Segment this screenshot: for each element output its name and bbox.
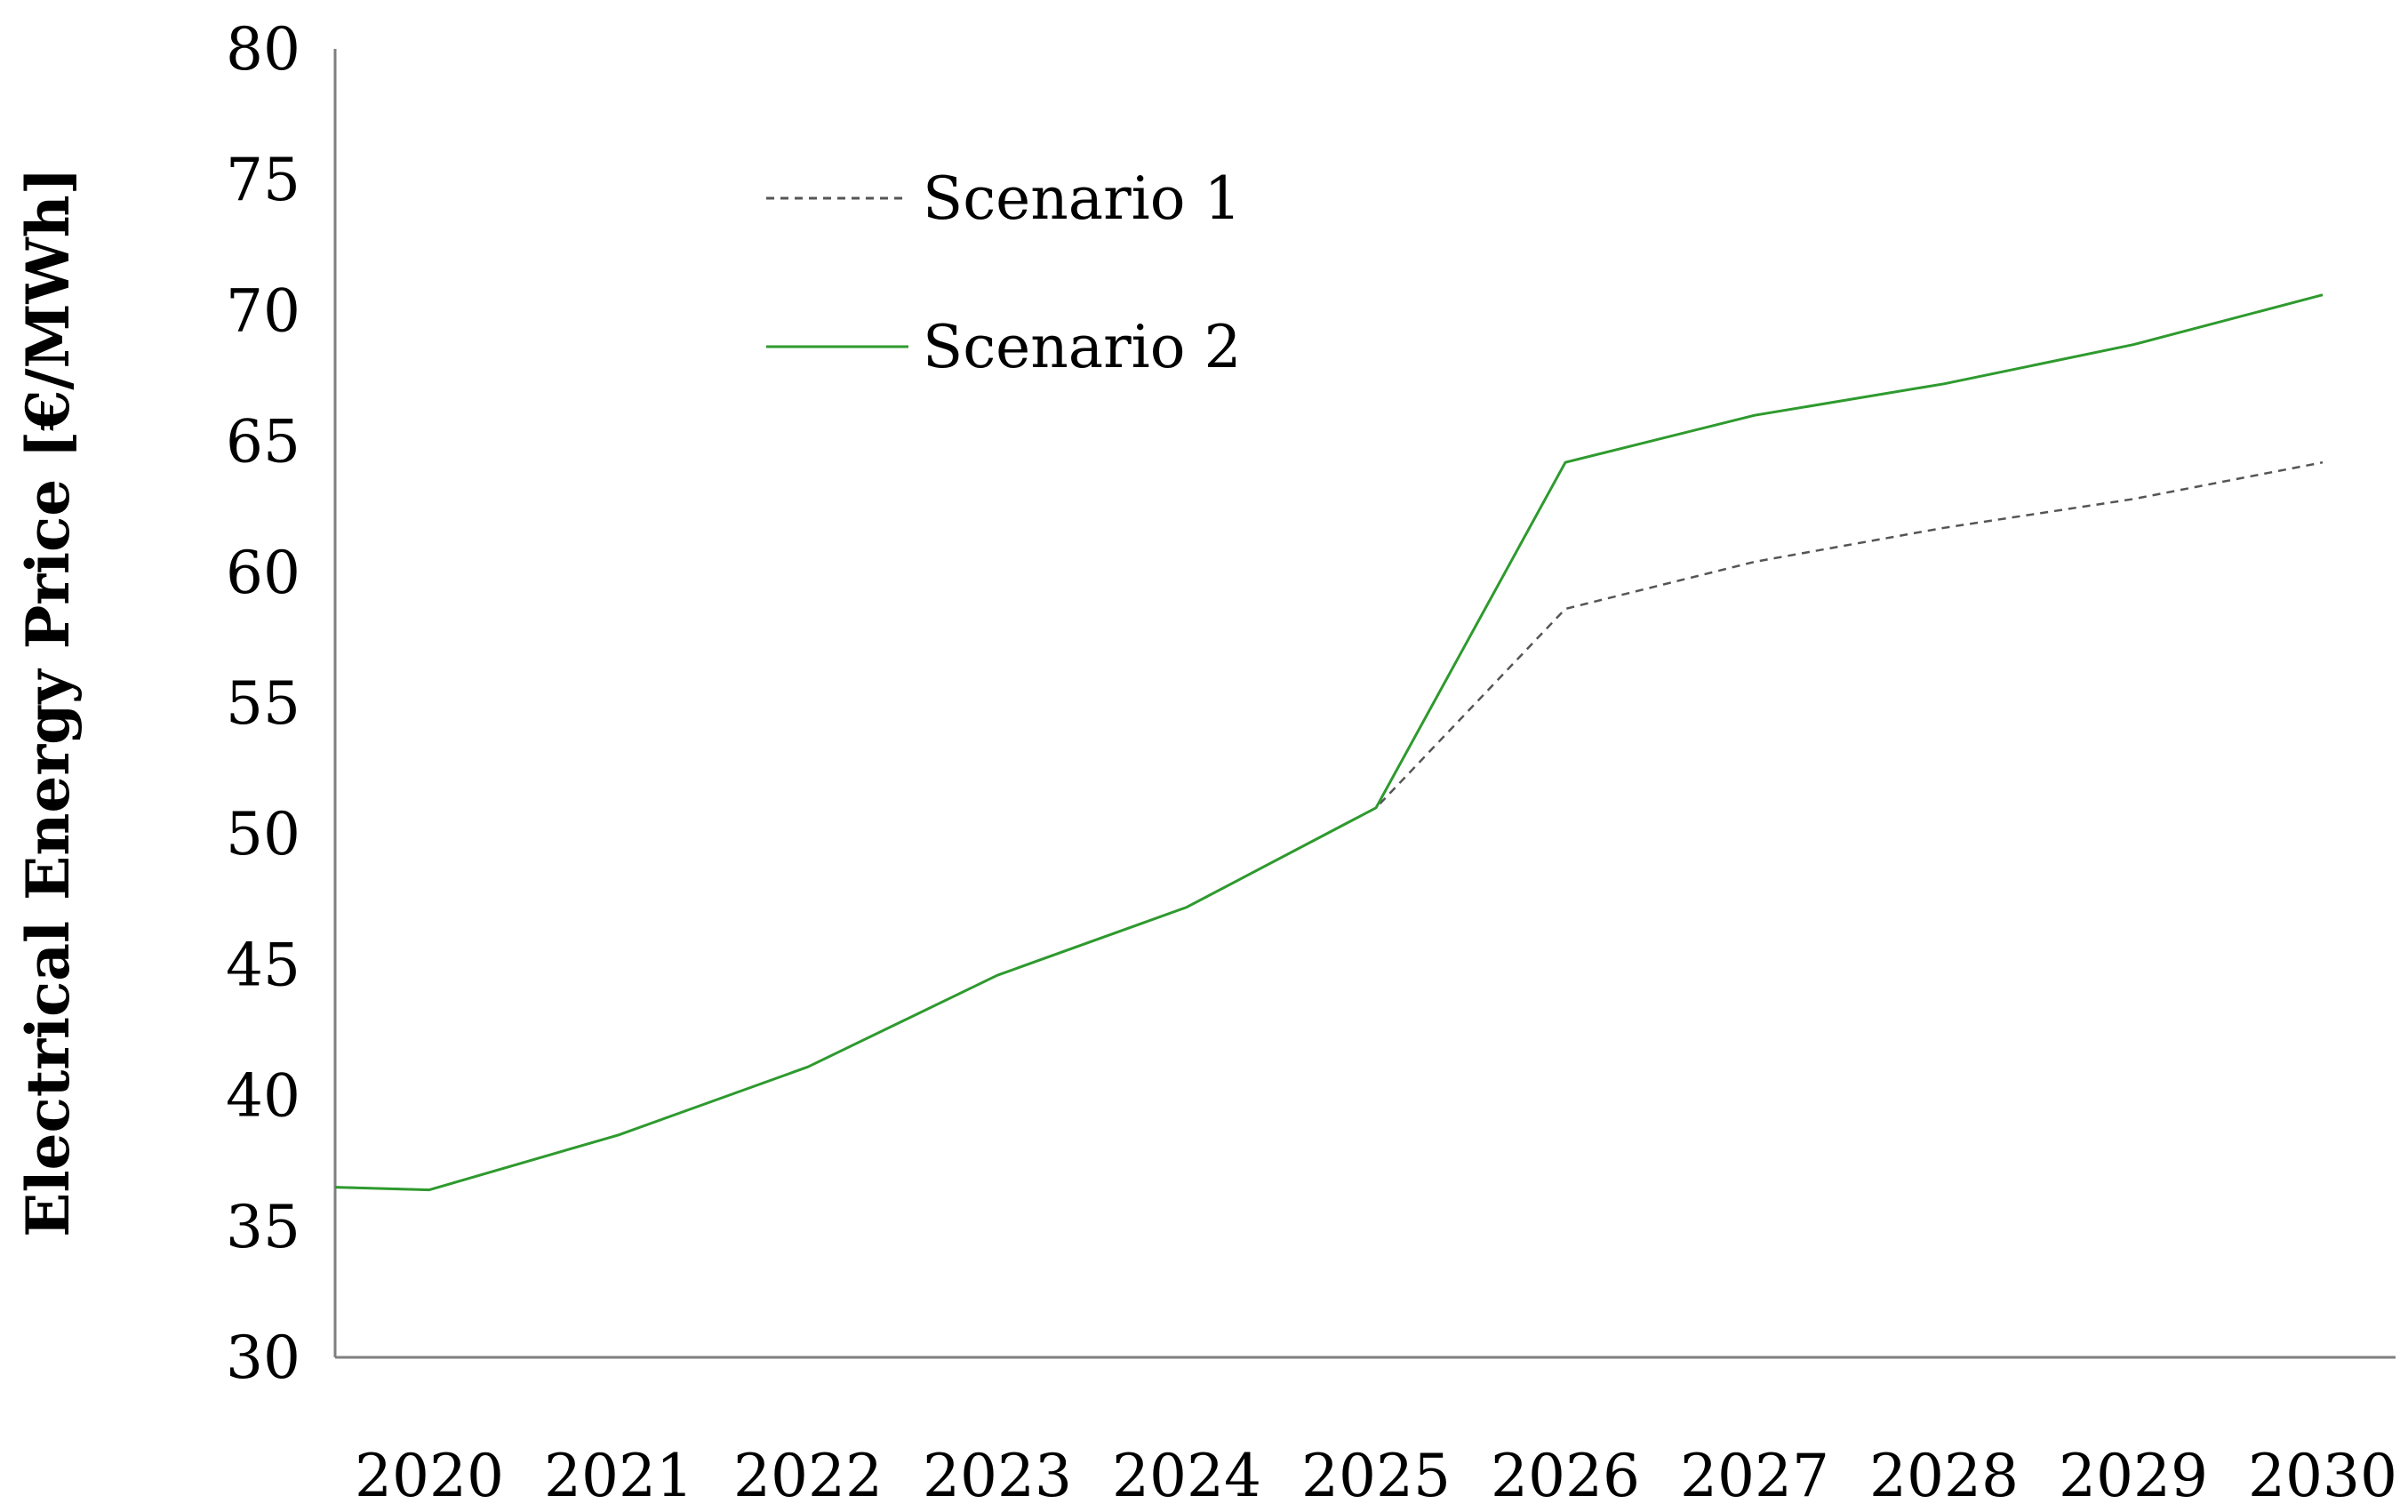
x-tick-label: 2028 bbox=[1869, 1442, 2019, 1510]
x-tick-label: 2022 bbox=[733, 1442, 883, 1510]
x-tick-label: 2030 bbox=[2248, 1442, 2397, 1510]
x-tick-labels: 2020 2021 2022 2023 2024 2025 2026 2027 2028 2029… bbox=[355, 1442, 2397, 1510]
x-tick-label: 2026 bbox=[1491, 1442, 1640, 1510]
y-tick-label: 70 bbox=[226, 276, 300, 345]
y-axis-title: Electrical Energy Price [€/MWh] bbox=[13, 167, 83, 1237]
legend-label-scenario-1: Scenario 1 bbox=[923, 164, 1241, 233]
y-tick-label: 55 bbox=[226, 669, 300, 738]
legend: Scenario 1 Scenario 2 bbox=[766, 164, 1241, 381]
legend-label-scenario-2: Scenario 2 bbox=[923, 313, 1241, 381]
y-tick-label: 50 bbox=[226, 800, 300, 868]
y-tick-labels: 30 35 40 45 50 55 60 65 70 75 80 bbox=[226, 15, 300, 1392]
y-tick-label: 80 bbox=[226, 15, 300, 84]
series-line-scenario-1 bbox=[334, 460, 2324, 1191]
x-tick-label: 2025 bbox=[1301, 1442, 1451, 1510]
series-lines bbox=[334, 293, 2324, 1192]
x-tick-label: 2024 bbox=[1112, 1442, 1261, 1510]
y-tick-label: 35 bbox=[226, 1193, 300, 1261]
x-tick-label: 2020 bbox=[355, 1442, 504, 1510]
x-tick-label: 2029 bbox=[2059, 1442, 2208, 1510]
y-tick-label: 75 bbox=[226, 146, 300, 214]
y-tick-label: 45 bbox=[226, 931, 300, 999]
x-tick-label: 2021 bbox=[544, 1442, 693, 1510]
y-tick-label: 60 bbox=[226, 539, 300, 607]
x-tick-label: 2027 bbox=[1680, 1442, 1829, 1510]
y-tick-label: 65 bbox=[226, 408, 300, 476]
y-tick-label: 30 bbox=[226, 1324, 300, 1392]
series-line-scenario-2 bbox=[334, 293, 2324, 1192]
y-tick-label: 40 bbox=[226, 1062, 300, 1131]
x-tick-label: 2023 bbox=[923, 1442, 1072, 1510]
